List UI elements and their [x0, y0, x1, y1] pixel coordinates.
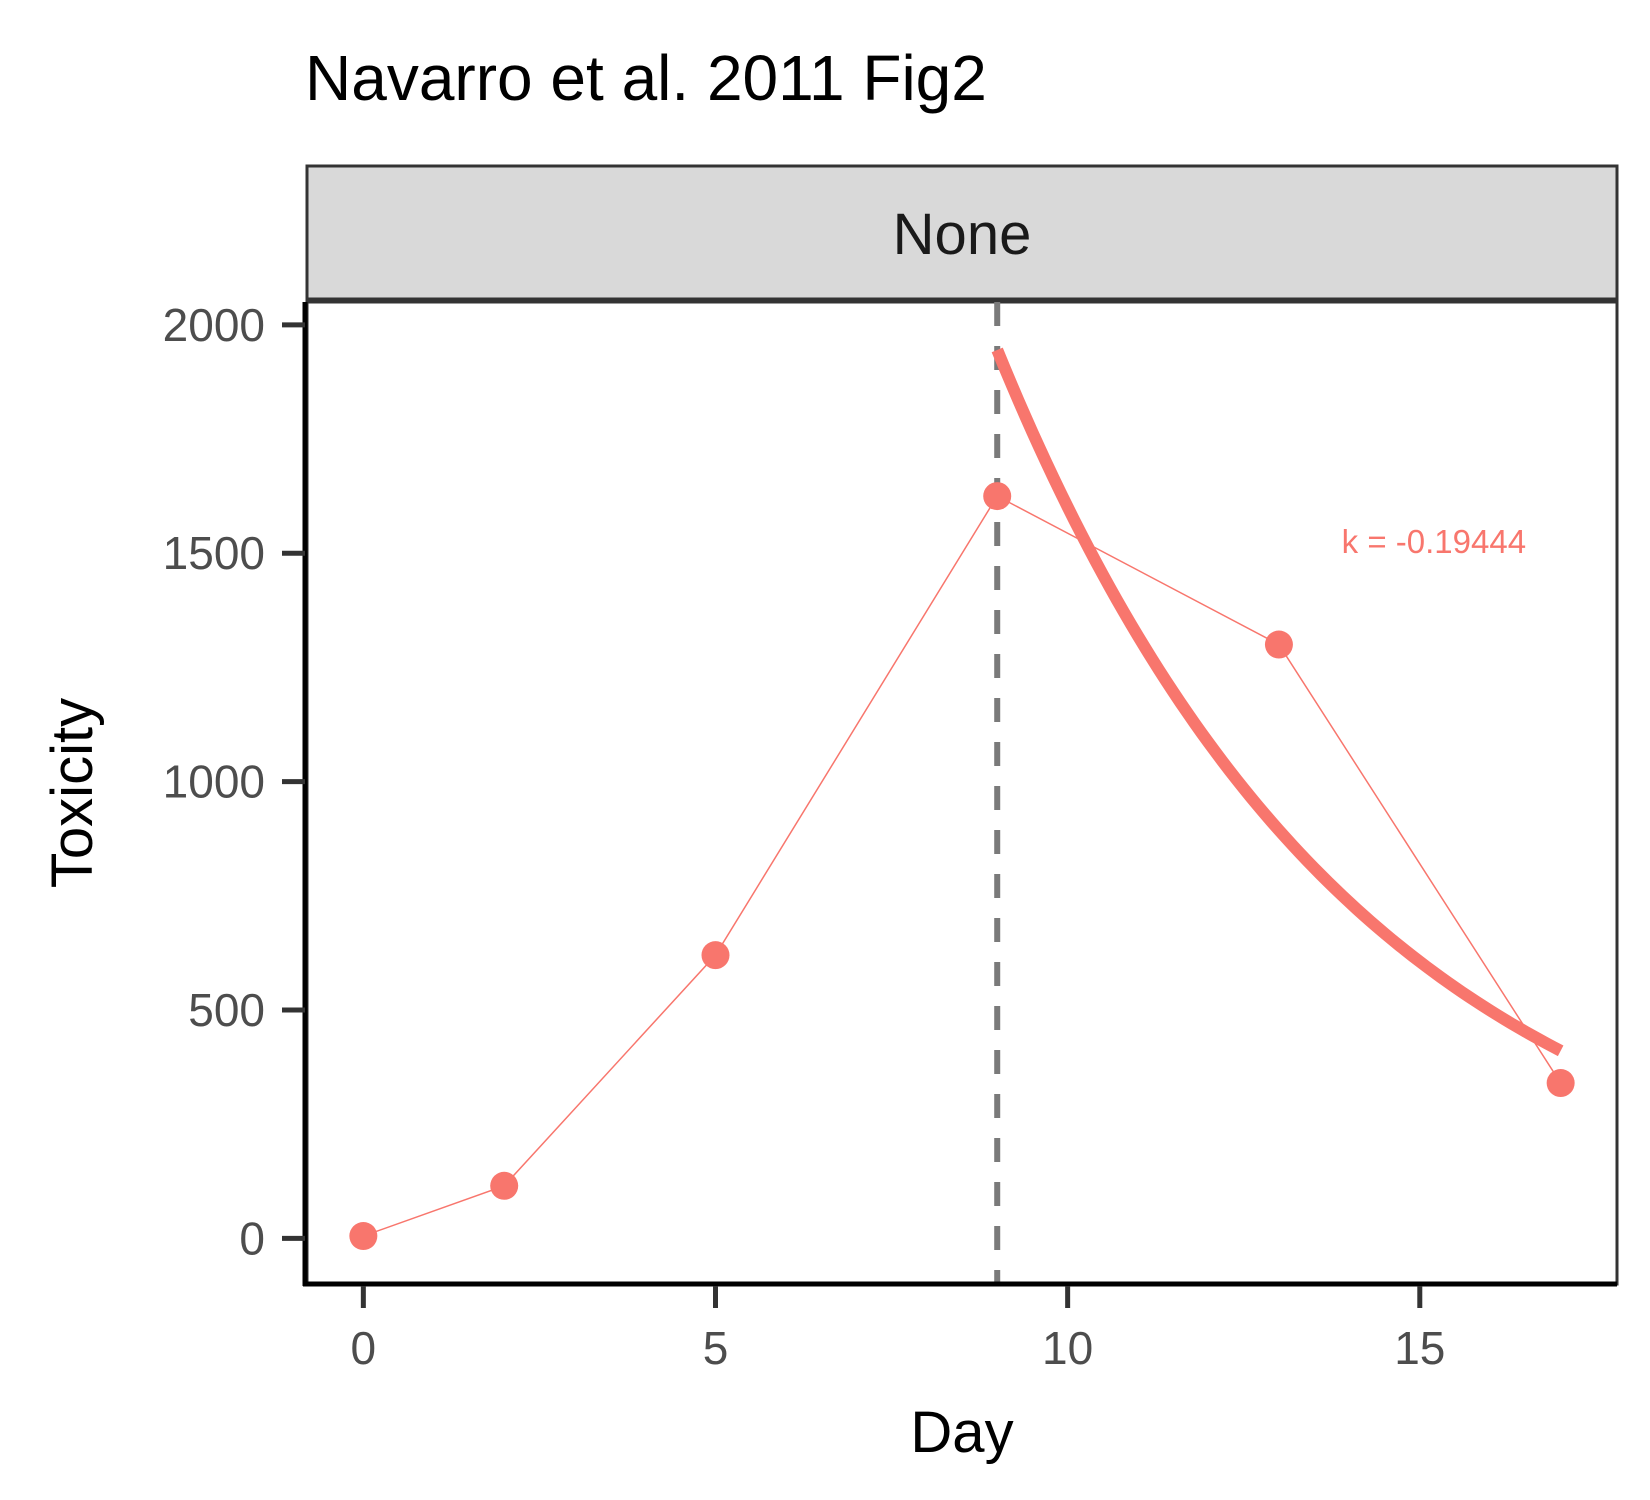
series-line-0 — [363, 495, 1562, 1237]
x-tick-label-0: 0 — [351, 1322, 377, 1374]
x-axis-title: Day — [910, 1400, 1013, 1465]
y-tick-label-1: 500 — [188, 984, 265, 1036]
data-point-1 — [490, 1171, 519, 1200]
fit-curve — [991, 347, 1564, 1057]
y-tick-label-3: 1500 — [163, 527, 265, 579]
data-point-5 — [1546, 1069, 1575, 1098]
y-tick-label-2: 1000 — [163, 756, 265, 808]
chart-title: Navarro et al. 2011 Fig2 — [305, 42, 987, 114]
y-axis-ticks: 0 500 1000 1500 2000 — [163, 299, 305, 1264]
data-point-4 — [1264, 630, 1293, 659]
plot-panel — [305, 300, 1619, 1286]
y-tick-label-0: 0 — [239, 1212, 265, 1264]
x-axis-ticks: 0 5 10 15 — [351, 1286, 1445, 1374]
y-axis-title: Toxicity — [40, 698, 105, 888]
data-point-0 — [349, 1222, 378, 1251]
data-marks: k = -0.19444 — [349, 302, 1575, 1284]
x-tick-label-3: 15 — [1394, 1322, 1445, 1374]
facet-strip — [305, 164, 1619, 301]
facet-strip-label: None — [893, 202, 1032, 267]
data-point-3 — [983, 482, 1012, 511]
fit-annotation: k = -0.19444 — [1342, 523, 1526, 560]
data-point-2 — [701, 941, 730, 970]
x-tick-label-2: 10 — [1042, 1322, 1093, 1374]
y-tick-label-4: 2000 — [163, 299, 265, 351]
x-tick-label-1: 5 — [703, 1322, 729, 1374]
